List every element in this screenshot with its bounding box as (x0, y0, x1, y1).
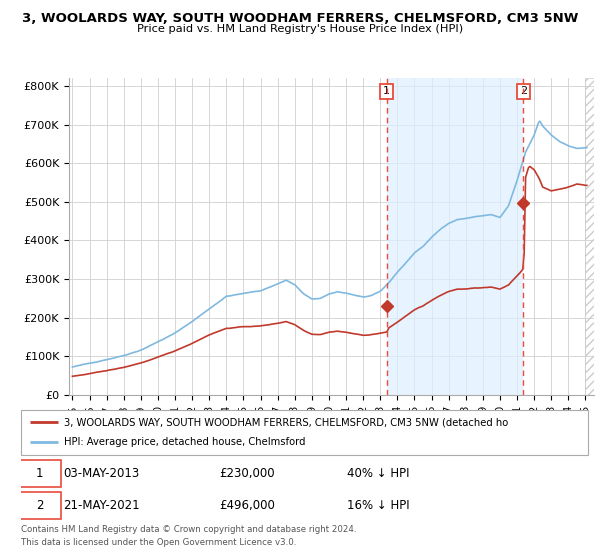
Text: 21-MAY-2021: 21-MAY-2021 (64, 498, 140, 512)
Bar (386, 78, 523, 395)
Text: Contains HM Land Registry data © Crown copyright and database right 2024.: Contains HM Land Registry data © Crown c… (21, 525, 356, 534)
Text: £230,000: £230,000 (220, 467, 275, 480)
Text: 2: 2 (36, 498, 43, 512)
Text: 3, WOOLARDS WAY, SOUTH WOODHAM FERRERS, CHELMSFORD, CM3 5NW: 3, WOOLARDS WAY, SOUTH WOODHAM FERRERS, … (22, 12, 578, 25)
Text: £496,000: £496,000 (220, 498, 275, 512)
Text: 2: 2 (520, 86, 527, 96)
Text: 40% ↓ HPI: 40% ↓ HPI (347, 467, 410, 480)
FancyBboxPatch shape (18, 460, 61, 487)
Text: 3, WOOLARDS WAY, SOUTH WOODHAM FERRERS, CHELMSFORD, CM3 5NW (detached ho: 3, WOOLARDS WAY, SOUTH WOODHAM FERRERS, … (64, 417, 508, 427)
Text: Price paid vs. HM Land Registry's House Price Index (HPI): Price paid vs. HM Land Registry's House … (137, 24, 463, 34)
Text: 1: 1 (36, 467, 43, 480)
Text: HPI: Average price, detached house, Chelmsford: HPI: Average price, detached house, Chel… (64, 437, 305, 447)
Text: 16% ↓ HPI: 16% ↓ HPI (347, 498, 410, 512)
FancyBboxPatch shape (18, 492, 61, 519)
FancyBboxPatch shape (21, 410, 588, 455)
Bar (523, 78, 594, 395)
Text: This data is licensed under the Open Government Licence v3.0.: This data is licensed under the Open Gov… (21, 538, 296, 547)
Text: 03-MAY-2013: 03-MAY-2013 (64, 467, 140, 480)
Bar (586, 78, 594, 395)
Text: 1: 1 (383, 86, 390, 96)
